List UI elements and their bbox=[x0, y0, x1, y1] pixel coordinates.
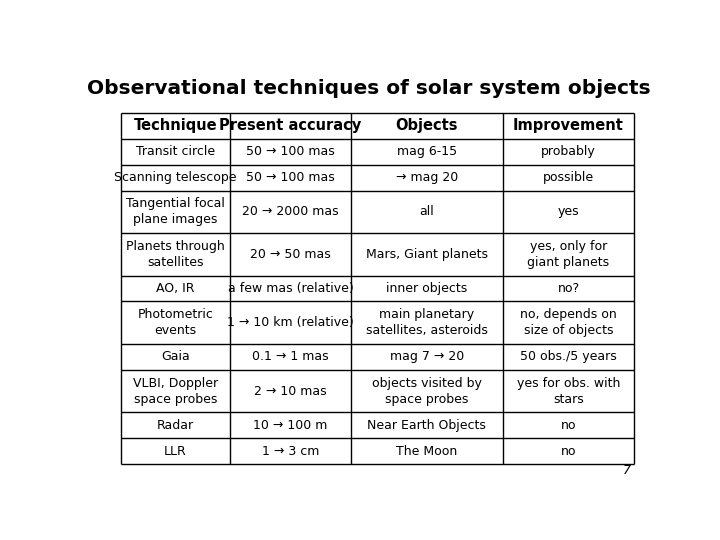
Text: no, depends on
size of objects: no, depends on size of objects bbox=[520, 308, 617, 338]
Text: 0.1 → 1 mas: 0.1 → 1 mas bbox=[252, 350, 329, 363]
Text: Observational techniques of solar system objects: Observational techniques of solar system… bbox=[87, 79, 651, 98]
Text: main planetary
satellites, asteroids: main planetary satellites, asteroids bbox=[366, 308, 487, 338]
Text: Planets through
satellites: Planets through satellites bbox=[126, 240, 225, 269]
Text: Tangential focal
plane images: Tangential focal plane images bbox=[126, 197, 225, 226]
Text: Near Earth Objects: Near Earth Objects bbox=[367, 419, 486, 432]
Text: Present accuracy: Present accuracy bbox=[220, 118, 361, 133]
Text: 20 → 2000 mas: 20 → 2000 mas bbox=[242, 205, 339, 218]
Text: yes, only for
giant planets: yes, only for giant planets bbox=[528, 240, 610, 269]
Text: no: no bbox=[561, 419, 576, 432]
Text: Technique: Technique bbox=[134, 118, 217, 133]
Text: mag 6-15: mag 6-15 bbox=[397, 145, 457, 158]
Text: Mars, Giant planets: Mars, Giant planets bbox=[366, 248, 488, 261]
Text: Objects: Objects bbox=[395, 118, 458, 133]
Text: 2 → 10 mas: 2 → 10 mas bbox=[254, 384, 327, 397]
Text: → mag 20: → mag 20 bbox=[396, 171, 458, 184]
Text: 7: 7 bbox=[624, 464, 631, 477]
Text: Photometric
events: Photometric events bbox=[138, 308, 213, 338]
Text: Gaia: Gaia bbox=[161, 350, 190, 363]
Text: 50 → 100 mas: 50 → 100 mas bbox=[246, 145, 335, 158]
Text: yes: yes bbox=[558, 205, 580, 218]
Text: VLBI, Doppler
space probes: VLBI, Doppler space probes bbox=[133, 376, 218, 406]
Text: 1 → 10 km (relative): 1 → 10 km (relative) bbox=[227, 316, 354, 329]
Text: LLR: LLR bbox=[164, 444, 187, 457]
Text: objects visited by
space probes: objects visited by space probes bbox=[372, 376, 482, 406]
Text: possible: possible bbox=[543, 171, 594, 184]
Text: mag 7 → 20: mag 7 → 20 bbox=[390, 350, 464, 363]
Text: 20 → 50 mas: 20 → 50 mas bbox=[250, 248, 331, 261]
Text: Scanning telescope: Scanning telescope bbox=[114, 171, 237, 184]
Text: probably: probably bbox=[541, 145, 596, 158]
Text: 1 → 3 cm: 1 → 3 cm bbox=[262, 444, 319, 457]
Text: no?: no? bbox=[557, 282, 580, 295]
Text: 50 obs./5 years: 50 obs./5 years bbox=[520, 350, 617, 363]
Text: yes for obs. with
stars: yes for obs. with stars bbox=[517, 376, 620, 406]
Text: Transit circle: Transit circle bbox=[136, 145, 215, 158]
Text: Improvement: Improvement bbox=[513, 118, 624, 133]
Text: inner objects: inner objects bbox=[386, 282, 467, 295]
Text: no: no bbox=[561, 444, 576, 457]
Text: The Moon: The Moon bbox=[396, 444, 457, 457]
Text: 50 → 100 mas: 50 → 100 mas bbox=[246, 171, 335, 184]
Text: all: all bbox=[420, 205, 434, 218]
Text: 10 → 100 m: 10 → 100 m bbox=[253, 419, 328, 432]
Text: AO, IR: AO, IR bbox=[156, 282, 194, 295]
Text: a few mas (relative): a few mas (relative) bbox=[228, 282, 354, 295]
Text: Radar: Radar bbox=[157, 419, 194, 432]
